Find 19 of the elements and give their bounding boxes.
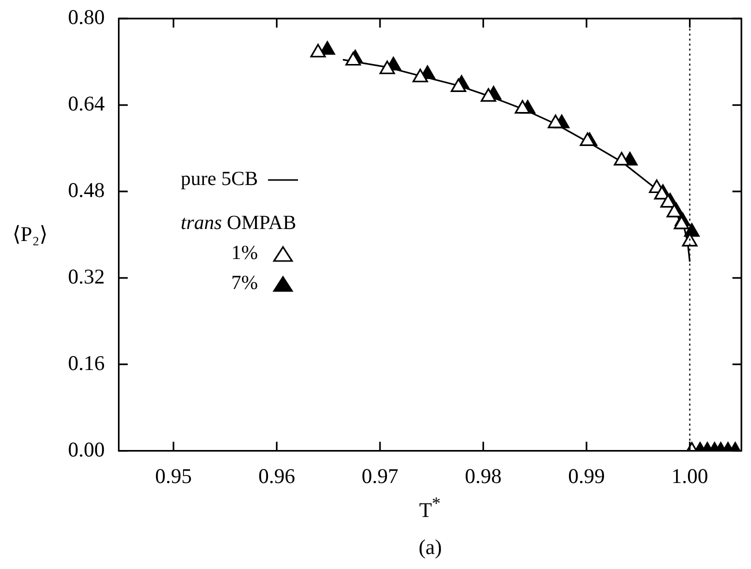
y-tick-label: 0.48 <box>68 178 105 202</box>
x-tick-label: 1.00 <box>671 464 708 488</box>
x-tick-label: 0.96 <box>258 464 296 488</box>
y-tick-label: 0.32 <box>68 264 105 288</box>
y-tick-label: 0.80 <box>68 5 105 30</box>
legend-label: 1% <box>231 242 258 266</box>
x-tick-label: 0.98 <box>464 464 502 488</box>
legend-title: trans OMPAB <box>180 211 298 236</box>
x-tick-label: 0.97 <box>362 464 398 488</box>
legend-label: 7% <box>231 272 258 296</box>
x-tick-label: 0.99 <box>568 464 605 488</box>
x-tick-label: 0.95 <box>155 464 192 488</box>
y-axis-title: ⟨P₂⟩ <box>12 222 48 248</box>
legend-label: pure 5CB <box>180 168 258 192</box>
x-axis-title: T$^{*}$ <box>419 493 441 523</box>
y-tick-label: 0.00 <box>68 437 105 462</box>
y-tick-label: 0.64 <box>68 92 106 116</box>
text: (a) <box>418 534 442 560</box>
y-tick-label: 0.16 <box>68 350 105 375</box>
